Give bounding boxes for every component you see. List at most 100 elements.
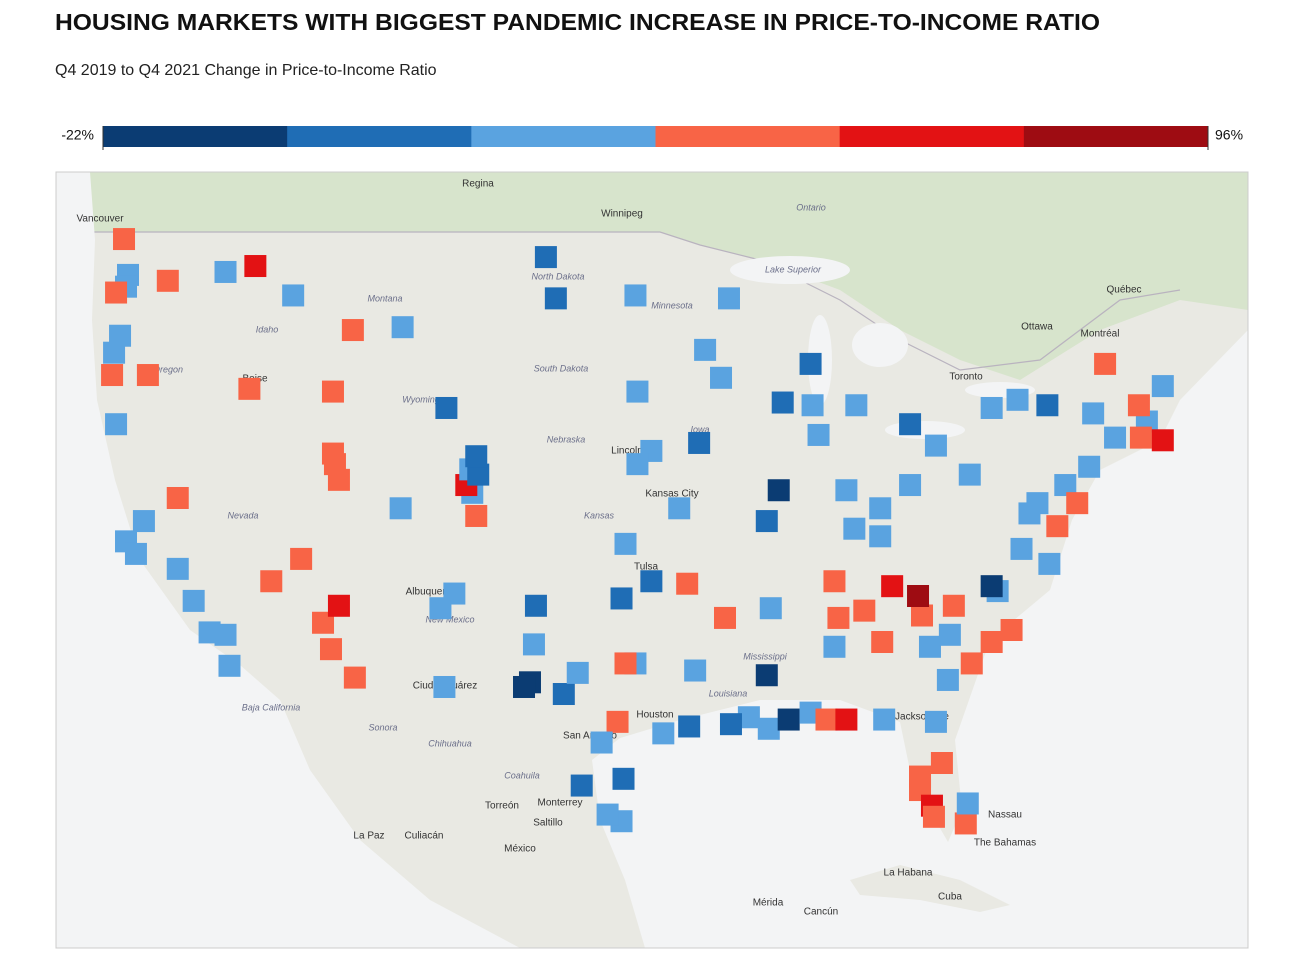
market-square [807, 423, 830, 446]
market-square [312, 611, 335, 634]
place-label: The Bahamas [974, 838, 1036, 849]
market-square [132, 510, 155, 533]
market-square [801, 394, 824, 417]
place-label: Toronto [949, 372, 983, 383]
market-square [835, 479, 858, 502]
market-square [238, 377, 261, 400]
market-square [835, 708, 858, 731]
market-square [465, 504, 488, 527]
market-square [899, 474, 922, 497]
place-label: La Paz [353, 831, 384, 842]
legend-max: 96% [1215, 127, 1243, 143]
market-square [552, 683, 575, 706]
place-label: Québec [1106, 285, 1141, 296]
market-square [614, 652, 637, 675]
market-square [218, 654, 241, 677]
market-square [1054, 474, 1077, 497]
market-square [1151, 375, 1174, 398]
market-square [214, 260, 237, 283]
lake [852, 323, 908, 367]
place-label: Cuba [938, 892, 962, 903]
region-label: Nevada [227, 510, 258, 520]
market-square [534, 246, 557, 269]
market-square [827, 606, 850, 629]
market-square [980, 396, 1003, 419]
place-label: Houston [636, 710, 673, 721]
region-label: Oregon [153, 364, 183, 374]
market-square [1078, 455, 1101, 478]
place-label: Culiacán [405, 831, 444, 842]
atlantic [592, 330, 1248, 948]
market-square [668, 497, 691, 520]
market-square [1036, 394, 1059, 417]
market-square [103, 341, 126, 364]
region-label: Coahuila [504, 770, 540, 780]
market-square [465, 445, 488, 468]
market-square [771, 391, 794, 414]
colorbar-segment [655, 126, 841, 147]
market-square [869, 497, 892, 520]
place-label: Montréal [1081, 329, 1120, 340]
region-label: Nebraska [547, 434, 586, 444]
title: HOUSING MARKETS WITH BIGGEST PANDEMIC IN… [55, 9, 1100, 35]
market-square [871, 630, 894, 653]
market-square [843, 517, 866, 540]
market-square [522, 633, 545, 656]
market-square [918, 635, 941, 658]
market-square [676, 572, 699, 595]
market-square [1151, 429, 1174, 452]
market-square [109, 324, 132, 347]
place-label: Winnipeg [601, 209, 643, 220]
market-square [389, 497, 412, 520]
market-square [757, 717, 780, 740]
cuba [850, 865, 1010, 912]
market-square [936, 668, 959, 691]
place-label: Kansas City [645, 489, 698, 500]
market-square [911, 604, 934, 627]
region-label: Lake Superior [765, 264, 822, 274]
market-square [1094, 352, 1117, 375]
colorbar-segment [103, 126, 288, 147]
colorbar-segment [287, 126, 472, 147]
colorbar-segment [471, 126, 656, 147]
region-label: South Dakota [534, 363, 589, 373]
market-square [899, 413, 922, 436]
place-label: Jacksonville [895, 712, 949, 723]
market-square [823, 635, 846, 658]
market-square [467, 463, 490, 486]
market-square [1082, 402, 1105, 425]
market-square [845, 394, 868, 417]
market-square [717, 287, 740, 310]
market-square [443, 582, 466, 605]
market-square [282, 284, 305, 307]
place-label: Nassau [988, 810, 1022, 821]
market-square [321, 380, 344, 403]
market-square [113, 228, 136, 251]
market-square [714, 606, 736, 629]
market-square [101, 364, 124, 387]
market-square [767, 479, 790, 502]
market-square [612, 767, 635, 790]
market-square [566, 661, 589, 684]
market-square [930, 752, 953, 775]
place-label: Albuquerque [406, 587, 463, 598]
region-label: Montana [367, 293, 402, 303]
market-square [319, 638, 342, 661]
market-square [938, 623, 961, 646]
market-square [290, 547, 313, 570]
market-square [1006, 388, 1029, 411]
market-square [688, 431, 711, 454]
region-label: Minnesota [651, 300, 693, 310]
market-square [853, 599, 876, 622]
place-label: San Antonio [563, 731, 617, 742]
market-square [684, 659, 707, 682]
place-label: Tulsa [634, 562, 659, 573]
market-square [626, 453, 649, 476]
market-square [321, 442, 344, 465]
place-label: Saltillo [533, 818, 563, 829]
colorbar-segment [1023, 126, 1209, 147]
place-label: Monterrey [537, 798, 582, 809]
place-label: Ottawa [1021, 322, 1053, 333]
market-square [260, 570, 283, 593]
market-square [954, 812, 977, 835]
